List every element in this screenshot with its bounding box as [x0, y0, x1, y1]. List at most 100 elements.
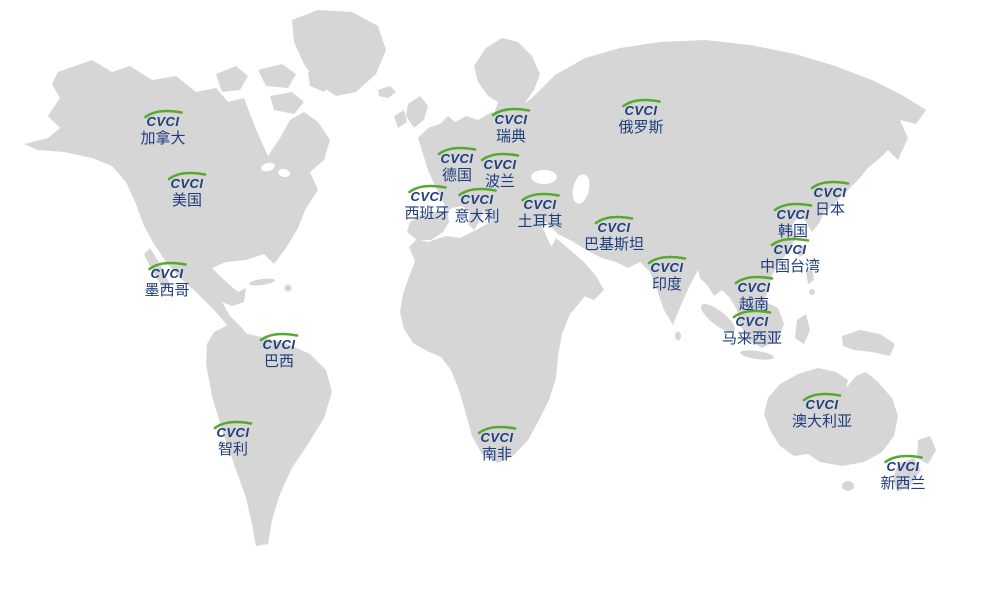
arabian-peninsula — [550, 238, 604, 300]
cvci-logo-text: CVCI — [216, 425, 250, 440]
cvci-logo-arc-icon — [810, 180, 850, 190]
cvci-logo-text: CVCI — [737, 280, 771, 295]
cvci-logo-arc-icon — [621, 98, 661, 108]
cvci-logo-text: CVCI — [146, 114, 180, 129]
caspian-sea — [572, 174, 590, 204]
location-marker: CVCI 墨西哥 — [144, 260, 190, 299]
cvci-logo-arc-icon — [802, 392, 842, 402]
cvci-logo-arc-icon — [480, 152, 520, 162]
great-lake-east — [278, 168, 290, 178]
island-java — [740, 350, 774, 360]
cvci-logo-text: CVCI — [597, 220, 631, 235]
cvci-logo-text: CVCI — [170, 176, 204, 191]
continent-south-america — [206, 324, 332, 546]
location-label: 巴基斯坦 — [583, 236, 645, 253]
island-cuba — [249, 278, 275, 286]
cvci-logo-arc-icon — [167, 171, 207, 181]
location-label: 美国 — [171, 192, 202, 209]
location-marker: CVCI 德国 — [437, 145, 477, 183]
island-kyushu — [810, 216, 818, 224]
location-marker: CVCI 澳大利亚 — [792, 391, 852, 429]
location-marker: CVCI 俄罗斯 — [618, 97, 664, 135]
cvci-logo-text: CVCI — [480, 430, 514, 445]
cvci-logo-arc-icon — [883, 454, 923, 464]
island-sri-lanka — [675, 331, 681, 341]
location-marker: CVCI 瑞典 — [491, 106, 531, 144]
continent-australia — [764, 368, 898, 466]
cvci-logo-text: CVCI — [624, 103, 658, 118]
baja-peninsula — [144, 248, 170, 290]
location-label: 中国台湾 — [759, 258, 821, 275]
location-marker: CVCI 意大利 — [454, 186, 500, 225]
location-label: 西班牙 — [404, 205, 450, 222]
location-label: 澳大利亚 — [791, 413, 853, 430]
island-taiwan — [797, 245, 805, 257]
location-marker: CVCI 西班牙 — [404, 183, 450, 222]
location-marker: CVCI 中国台湾 — [760, 236, 820, 274]
cvci-logo-text: CVCI — [735, 314, 769, 329]
cvci-logo-arc-icon — [491, 107, 531, 117]
cvci-logo-arc-icon — [147, 261, 187, 271]
location-label: 德国 — [441, 167, 472, 184]
location-label: 意大利 — [454, 208, 500, 225]
cvci-logo-arc-icon — [477, 425, 517, 435]
cvci-logo-arc-icon — [213, 420, 253, 430]
island-new-guinea — [842, 330, 895, 356]
island-hokkaido — [848, 146, 866, 164]
cvci-logo-text: CVCI — [483, 157, 517, 172]
cvci-logo-text: CVCI — [440, 151, 474, 166]
island-tasmania — [842, 481, 854, 491]
location-label: 墨西哥 — [144, 282, 190, 299]
cvci-logo-text: CVCI — [523, 197, 557, 212]
arctic-islands — [216, 64, 334, 114]
cvci-logo-text: CVCI — [494, 112, 528, 127]
location-marker: CVCI 智利 — [213, 419, 253, 457]
cvci-logo-arc-icon — [143, 109, 183, 119]
cvci-logo-text: CVCI — [150, 266, 184, 281]
island-honshu — [816, 168, 858, 214]
cvci-logo-arc-icon — [520, 192, 560, 202]
location-marker: CVCI 美国 — [167, 170, 207, 208]
location-label: 印度 — [651, 276, 682, 293]
cvci-logo-text: CVCI — [773, 242, 807, 257]
location-label: 智利 — [217, 441, 248, 458]
location-marker: CVCI 韩国 — [773, 201, 813, 239]
cvci-logo-arc-icon — [773, 202, 813, 212]
island-mindanao — [809, 289, 815, 295]
island-sakhalin — [870, 116, 878, 150]
continent-north-america — [24, 60, 330, 338]
location-label: 巴西 — [263, 353, 294, 370]
location-label: 马来西亚 — [721, 330, 783, 347]
continent-eurasia — [407, 40, 926, 334]
cvci-logo-arc-icon — [457, 187, 497, 197]
location-label: 土耳其 — [517, 213, 563, 230]
location-label: 越南 — [738, 296, 769, 313]
cvci-logo-arc-icon — [437, 146, 477, 156]
location-marker: CVCI 南非 — [477, 424, 517, 462]
cvci-logo-text: CVCI — [410, 189, 444, 204]
location-label: 瑞典 — [495, 128, 526, 145]
island-new-zealand-south — [893, 458, 921, 492]
cvci-logo-text: CVCI — [776, 207, 810, 222]
great-lake-west — [261, 162, 275, 172]
islands-philippines — [806, 268, 814, 284]
location-label: 加拿大 — [140, 130, 186, 147]
island-sulawesi — [795, 314, 810, 344]
location-marker: CVCI 印度 — [647, 254, 687, 292]
location-marker: CVCI 波兰 — [480, 151, 520, 189]
scandinavia — [474, 38, 540, 130]
cvci-logo-arc-icon — [770, 237, 810, 247]
location-marker: CVCI 巴基斯坦 — [584, 214, 644, 252]
location-marker: CVCI 加拿大 — [140, 108, 186, 147]
location-marker: CVCI 土耳其 — [517, 191, 563, 230]
continent-africa — [400, 214, 592, 463]
island-hispaniola — [284, 284, 292, 292]
cvci-logo-arc-icon — [734, 275, 774, 285]
cvci-logo-text: CVCI — [460, 192, 494, 207]
cvci-logo-text: CVCI — [813, 185, 847, 200]
cvci-logo-arc-icon — [259, 332, 299, 342]
location-label: 新西兰 — [880, 475, 926, 492]
